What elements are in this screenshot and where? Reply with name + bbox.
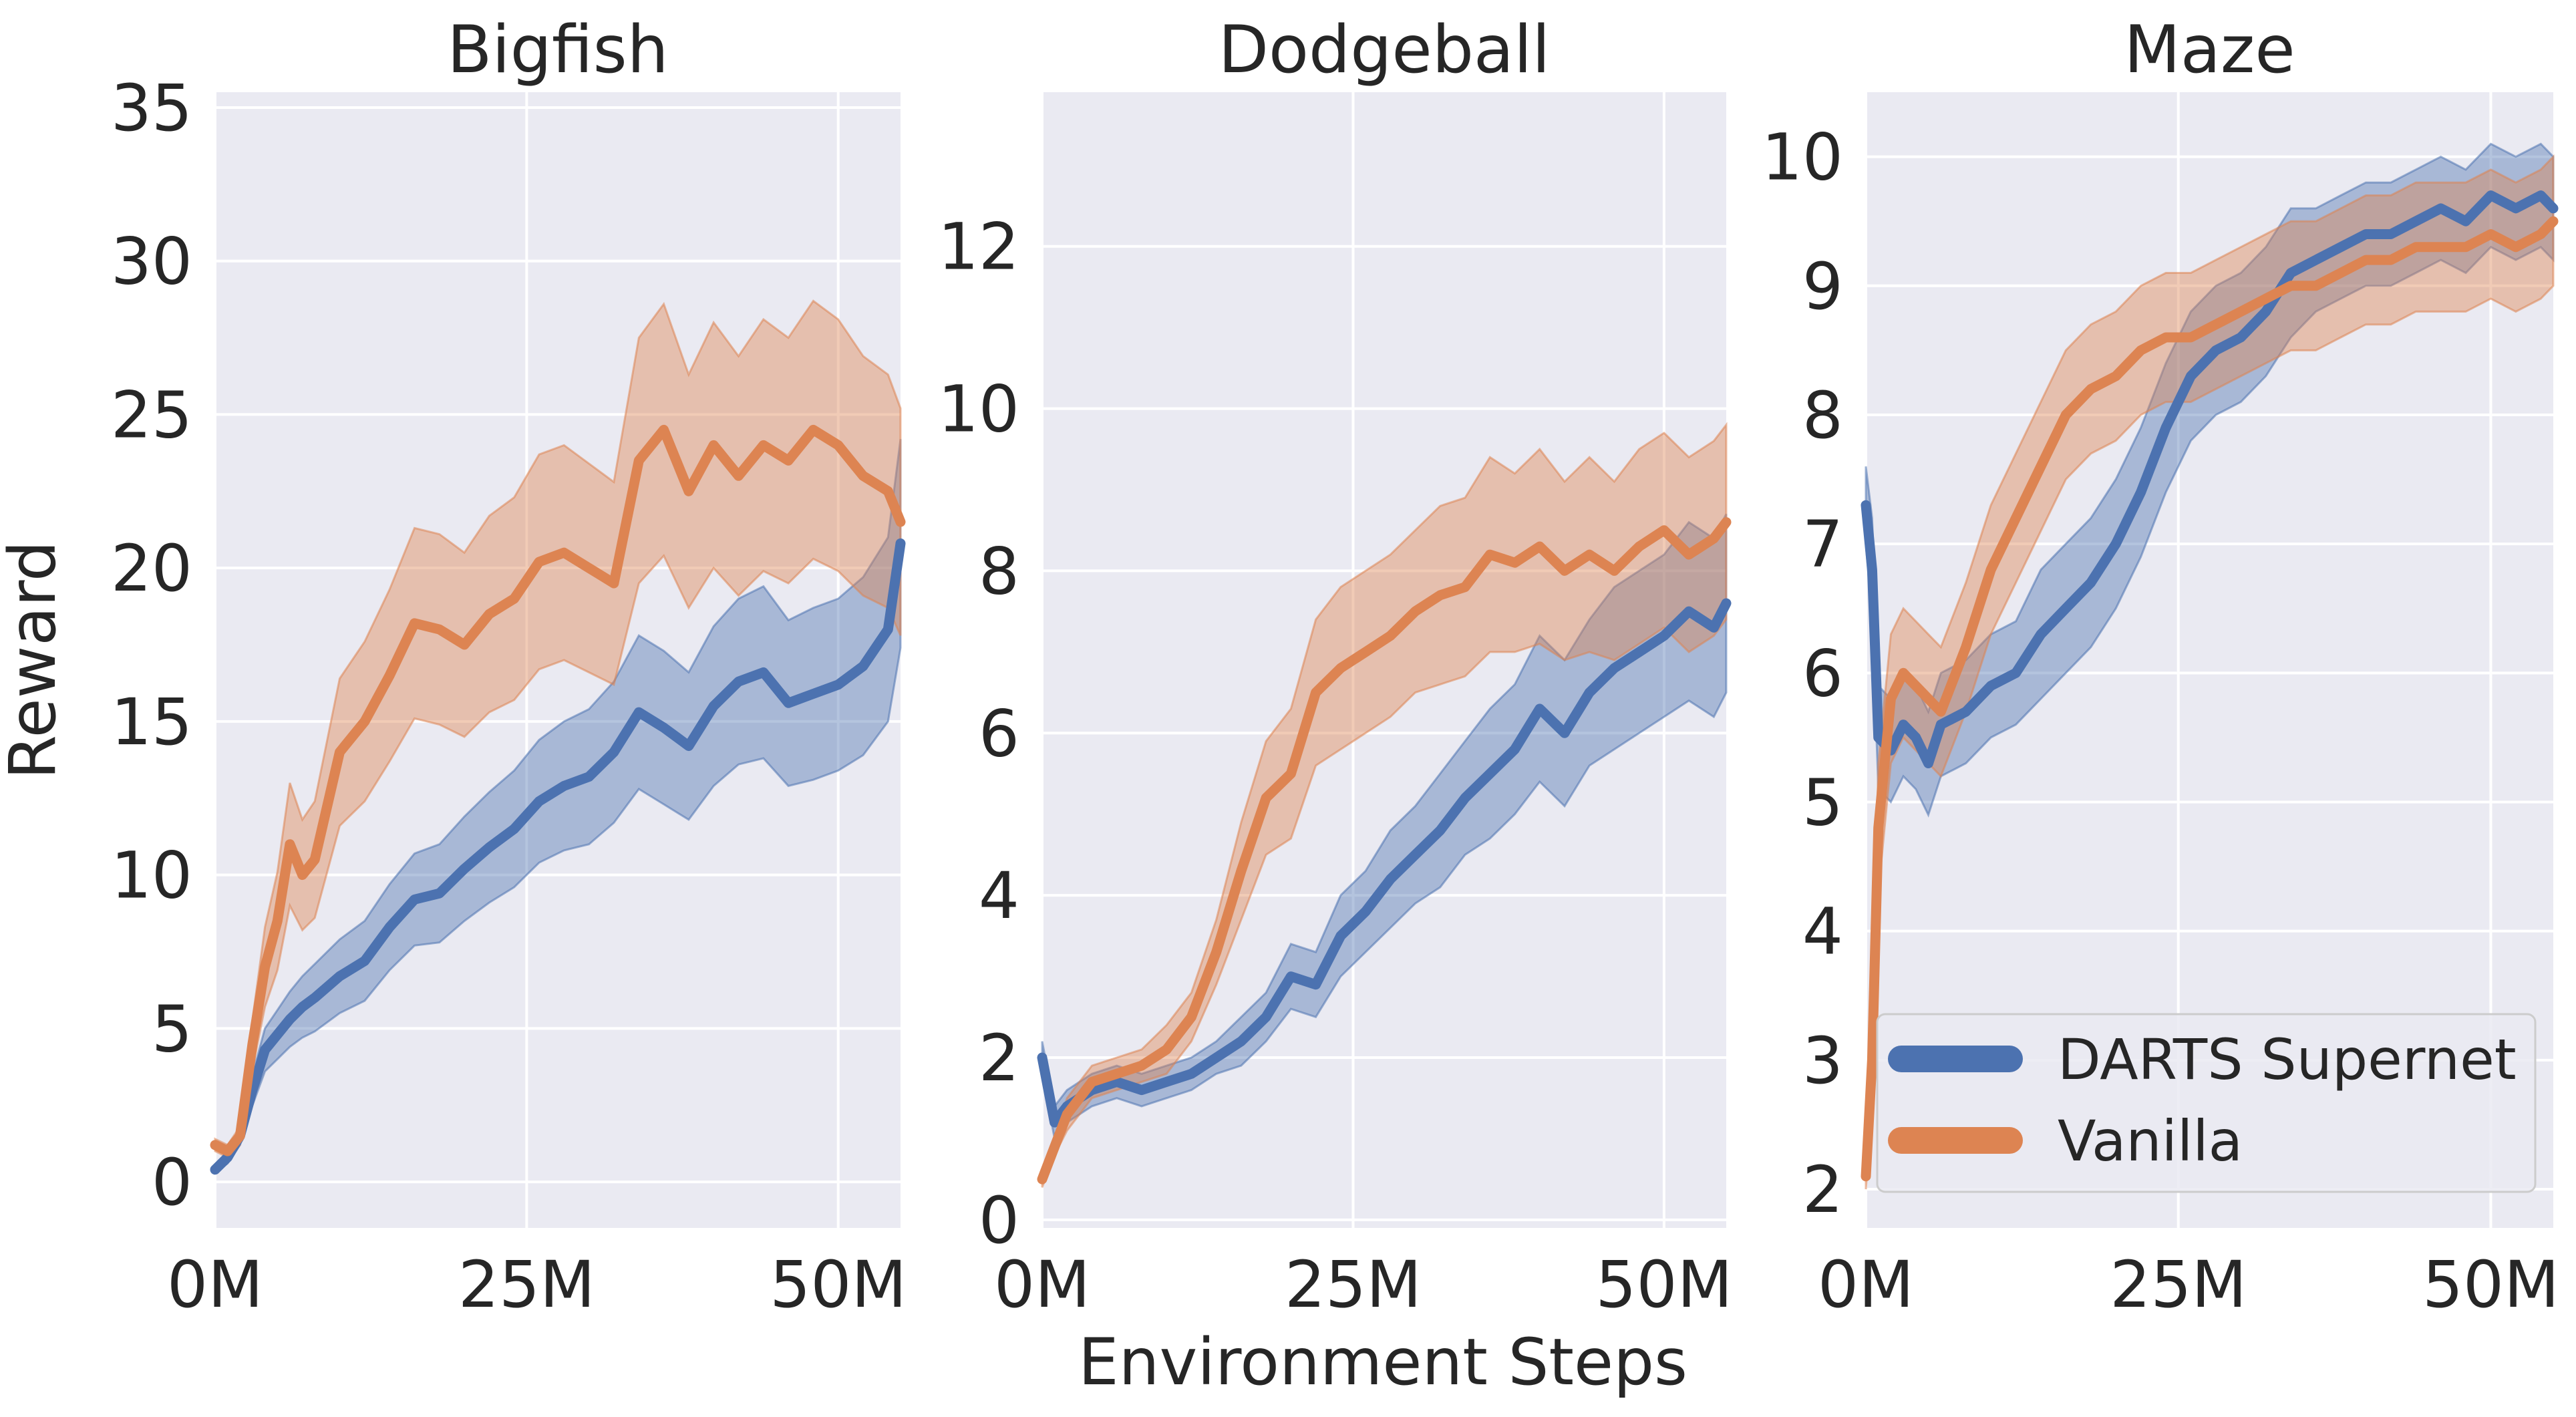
bigfish-y-tick-label: 10 bbox=[111, 838, 192, 913]
maze-vanilla-confidence-band bbox=[1865, 154, 2555, 1190]
maze-y-tick-label: 7 bbox=[1802, 507, 1843, 582]
bigfish-title: Bigfish bbox=[447, 12, 669, 88]
dodgeball-x-tick-label: 0M bbox=[994, 1247, 1090, 1322]
legend-label-vanilla: Vanilla bbox=[2058, 1108, 2243, 1174]
legend: DARTS Supernet Vanilla bbox=[1876, 1013, 2537, 1193]
bigfish-darts-supernet-line bbox=[210, 538, 906, 1175]
dodgeball-y-tick-label: 2 bbox=[979, 1021, 1019, 1096]
bigfish-darts-supernet-confidence-band bbox=[214, 439, 902, 1175]
dodgeball-y-tick-label: 4 bbox=[979, 858, 1019, 933]
legend-label-darts-supernet: DARTS Supernet bbox=[2058, 1027, 2517, 1092]
bigfish-x-tick-label: 25M bbox=[458, 1247, 595, 1322]
dodgeball-x-tick-label: 25M bbox=[1285, 1247, 1422, 1322]
maze-y-tick-label: 4 bbox=[1802, 895, 1843, 969]
bigfish-panel: 0M 25M 50M 0 5 10 15 20 25 30 35 Bigfish Reward bbox=[0, 12, 907, 1322]
maze-y-tick-label: 10 bbox=[1762, 120, 1843, 195]
dodgeball-panel: 0M 25M 50M 0 2 4 6 8 10 12 Dodgeball bbox=[938, 12, 1733, 1322]
maze-x-tick-label: 25M bbox=[2110, 1247, 2247, 1322]
maze-y-tick-label: 5 bbox=[1802, 766, 1843, 840]
dodgeball-darts-supernet-confidence-band bbox=[1041, 513, 1728, 1141]
dodgeball-title: Dodgeball bbox=[1219, 12, 1551, 88]
x-axis-label: Environment Steps bbox=[1078, 1325, 1687, 1400]
bigfish-y-tick-label: 35 bbox=[111, 71, 192, 146]
bigfish-y-axis-label: Reward bbox=[0, 540, 70, 780]
bigfish-y-tick-label: 0 bbox=[152, 1145, 192, 1220]
maze-y-tick-label: 2 bbox=[1802, 1152, 1843, 1227]
maze-panel: 0M 25M 50M 2 3 4 5 6 7 8 9 10 Maze DARTS Supernet Vani… bbox=[1762, 12, 2559, 1322]
maze-x-tick-label: 50M bbox=[2422, 1247, 2559, 1322]
dodgeball-y-tick-label: 6 bbox=[979, 696, 1019, 771]
dodgeball-x-tick-label: 50M bbox=[1595, 1247, 1732, 1322]
maze-y-tick-label: 9 bbox=[1802, 249, 1843, 324]
dodgeball-darts-supernet-line bbox=[1037, 598, 1732, 1128]
dodgeball-y-tick-label: 8 bbox=[979, 534, 1019, 609]
bigfish-y-tick-label: 25 bbox=[111, 377, 192, 452]
bigfish-y-tick-label: 30 bbox=[111, 224, 192, 299]
bigfish-x-tick-label: 50M bbox=[770, 1247, 907, 1322]
bigfish-plot-area bbox=[215, 92, 901, 1228]
dodgeball-vanilla-line bbox=[1037, 517, 1732, 1185]
maze-darts-supernet-line bbox=[1861, 190, 2559, 768]
maze-y-tick-label: 6 bbox=[1802, 636, 1843, 711]
bigfish-x-tick-label: 0M bbox=[167, 1247, 263, 1322]
maze-vanilla-line bbox=[1861, 216, 2559, 1182]
legend-box bbox=[1876, 1013, 2537, 1193]
maze-y-tick-label: 8 bbox=[1802, 378, 1843, 453]
dodgeball-vanilla-confidence-band bbox=[1041, 422, 1728, 1188]
maze-title: Maze bbox=[2124, 12, 2295, 88]
bigfish-y-tick-label: 20 bbox=[111, 531, 192, 606]
bigfish-y-tick-label: 15 bbox=[111, 685, 192, 760]
maze-x-tick-label: 0M bbox=[1818, 1247, 1914, 1322]
dodgeball-y-tick-label: 12 bbox=[938, 210, 1019, 285]
bigfish-y-tick-label: 5 bbox=[152, 991, 192, 1066]
dodgeball-y-tick-label: 0 bbox=[979, 1183, 1019, 1258]
bigfish-vanilla-line bbox=[210, 424, 906, 1156]
bigfish-vanilla-confidence-band bbox=[214, 299, 902, 1159]
dodgeball-y-tick-label: 10 bbox=[938, 372, 1019, 447]
maze-y-tick-label: 3 bbox=[1802, 1024, 1843, 1098]
